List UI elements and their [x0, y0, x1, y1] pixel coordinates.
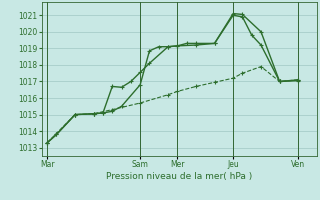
X-axis label: Pression niveau de la mer( hPa ): Pression niveau de la mer( hPa ) — [106, 172, 252, 181]
